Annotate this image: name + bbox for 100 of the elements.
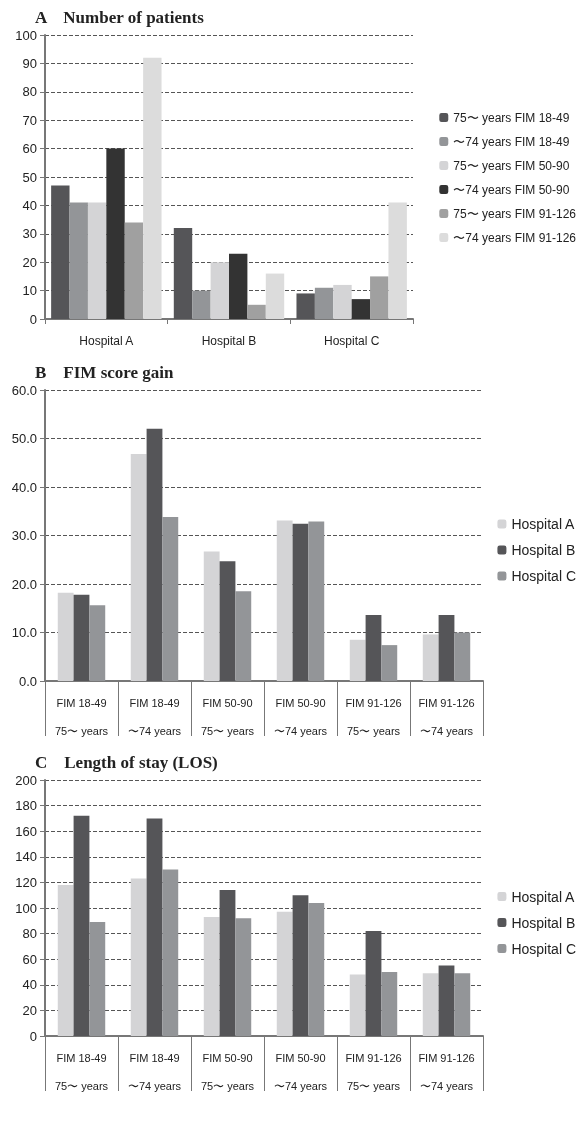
y-tick-label: 120 xyxy=(15,874,37,890)
bar xyxy=(106,148,125,319)
bar xyxy=(89,922,106,1036)
bar xyxy=(235,591,252,681)
y-tick-label: 50 xyxy=(22,169,37,185)
y-tick-label: 20 xyxy=(22,254,37,270)
bar xyxy=(349,639,366,681)
bar xyxy=(422,973,439,1036)
bar xyxy=(292,523,309,681)
y-tick-label: 60 xyxy=(22,951,37,967)
bar xyxy=(265,273,285,319)
y-tick-label: 20 xyxy=(22,1002,37,1018)
y-tick-label: 80 xyxy=(22,926,37,942)
bar xyxy=(308,902,325,1036)
bar xyxy=(229,253,248,319)
y-tick-label: 10.0 xyxy=(11,625,37,640)
category-label: FIM 91-126 75〜 years xyxy=(345,1052,402,1092)
legend-label: Hospital C xyxy=(511,940,577,957)
bar xyxy=(438,965,455,1036)
bar xyxy=(381,972,398,1036)
y-tick-label: 30 xyxy=(22,226,37,242)
y-tick-label: 40 xyxy=(22,197,37,213)
bar xyxy=(370,276,389,319)
bar xyxy=(314,287,334,319)
y-tick-label: 100 xyxy=(15,27,37,43)
category-label: FIM 18-49 75〜 years xyxy=(54,1052,109,1092)
bar xyxy=(454,973,471,1036)
bar xyxy=(73,594,90,681)
legend-label: Hospital B xyxy=(511,914,576,931)
legend-label: 〜74 years FIM 50-90 xyxy=(453,182,570,197)
legend-label: 〜74 years FIM 18-49 xyxy=(453,134,570,149)
legend-label: 75〜 years FIM 50-90 xyxy=(453,158,570,173)
bar xyxy=(51,185,70,319)
category-label: FIM 50-90 75〜 years xyxy=(200,1052,255,1092)
legend-label: Hospital A xyxy=(511,888,576,905)
bar xyxy=(124,222,144,319)
bar xyxy=(69,202,88,319)
y-tick-label: 100 xyxy=(15,900,37,916)
bar xyxy=(143,57,162,319)
bar xyxy=(235,918,252,1036)
y-tick-label: 60.0 xyxy=(11,382,37,398)
category-label: FIM 18-49 〜74 years xyxy=(127,697,182,737)
legend-label: 75〜 years FIM 91-126 xyxy=(453,206,577,221)
bar xyxy=(162,869,179,1036)
bar xyxy=(454,632,471,681)
bar xyxy=(422,634,439,681)
y-tick-label: 50.0 xyxy=(11,431,37,446)
y-tick-label: 30.0 xyxy=(11,528,37,543)
bar xyxy=(388,202,407,319)
bar xyxy=(351,299,371,319)
category-label: FIM 91-126 〜74 years xyxy=(418,1052,475,1092)
category-label: FIM 50-90 〜74 years xyxy=(273,1052,328,1092)
x-tick-label: Hospital B xyxy=(201,334,257,348)
category-label: FIM 18-49 〜74 years xyxy=(127,1052,182,1092)
y-tick-label: 10 xyxy=(22,283,37,299)
y-tick-label: 40 xyxy=(22,977,37,993)
category-label: FIM 50-90 75〜 years xyxy=(200,697,255,737)
legend-label: Hospital C xyxy=(511,568,577,584)
bar xyxy=(162,517,179,681)
x-tick-label: Hospital C xyxy=(323,334,380,348)
bar xyxy=(308,521,325,681)
bar xyxy=(219,561,236,681)
chart-title: C Length of stay (LOS) xyxy=(35,753,218,772)
bar xyxy=(296,293,315,319)
legend-label: 75〜 years FIM 18-49 xyxy=(453,110,570,125)
bar xyxy=(130,454,147,681)
category-label: FIM 18-49 75〜 years xyxy=(54,697,109,737)
bar xyxy=(349,974,366,1036)
bar xyxy=(210,262,229,319)
chart-title: A Number of patients xyxy=(35,8,205,27)
y-tick-label: 160 xyxy=(15,823,37,839)
bar xyxy=(57,592,74,681)
y-tick-label: 90 xyxy=(22,55,37,71)
bar xyxy=(203,916,220,1036)
bar xyxy=(333,284,352,319)
y-tick-label: 80 xyxy=(22,84,37,100)
y-tick-label: 180 xyxy=(15,798,37,814)
bar xyxy=(89,605,106,681)
x-tick-label: Hospital A xyxy=(79,334,134,348)
legend-label: Hospital A xyxy=(511,516,576,532)
bar xyxy=(276,520,293,681)
y-tick-label: 140 xyxy=(15,849,37,865)
category-label: FIM 91-126 〜74 years xyxy=(418,697,475,737)
category-label: FIM 50-90 〜74 years xyxy=(273,697,328,737)
chart-title: B FIM score gain xyxy=(35,363,175,382)
bar xyxy=(247,304,266,319)
bar xyxy=(203,551,220,681)
bar xyxy=(130,878,147,1036)
y-tick-label: 70 xyxy=(22,112,37,128)
legend-label: 〜74 years FIM 91-126 xyxy=(453,230,577,245)
y-tick-label: 200 xyxy=(15,772,37,788)
bar xyxy=(192,290,211,319)
y-tick-label: 20.0 xyxy=(11,576,37,592)
bar xyxy=(276,911,293,1036)
y-tick-label: 40.0 xyxy=(11,479,37,495)
bar xyxy=(381,645,398,681)
legend-label: Hospital B xyxy=(511,542,576,558)
y-tick-label: 0.0 xyxy=(18,673,37,689)
bar xyxy=(57,884,74,1036)
y-tick-label: 60 xyxy=(22,141,37,157)
